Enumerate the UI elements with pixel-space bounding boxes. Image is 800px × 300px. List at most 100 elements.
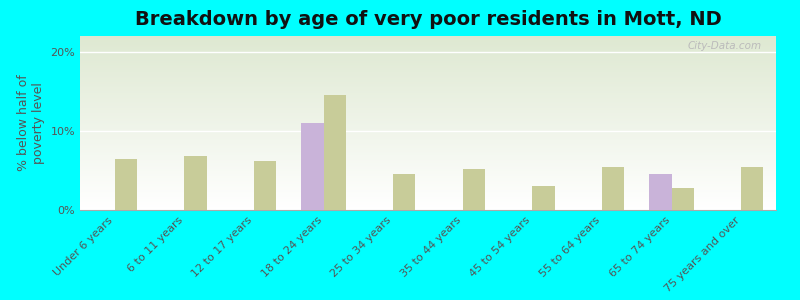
Bar [80,185,776,186]
Bar [80,191,776,192]
Bar [80,175,776,176]
Bar [80,126,776,127]
Bar [80,103,776,104]
Bar [80,204,776,205]
Bar [80,171,776,172]
Bar [80,162,776,163]
Title: Breakdown by age of very poor residents in Mott, ND: Breakdown by age of very poor residents … [134,10,722,29]
Bar [80,60,776,61]
Bar [80,181,776,182]
Bar [80,107,776,108]
Bar [80,130,776,131]
Bar [80,41,776,42]
Bar [80,178,776,179]
Bar [80,205,776,206]
Bar [80,37,776,38]
Bar [80,134,776,135]
Bar [80,99,776,100]
Bar [80,67,776,68]
Bar [80,208,776,209]
Bar [80,167,776,168]
Bar [394,174,415,210]
Bar [80,113,776,114]
Bar [602,167,624,210]
Bar [80,202,776,203]
Bar [80,201,776,202]
Bar [80,197,776,198]
Bar [80,168,776,169]
Bar [80,192,776,193]
Bar [80,143,776,144]
Bar [80,72,776,73]
Bar [80,129,776,130]
Bar [80,117,776,118]
Bar [80,108,776,109]
Bar [80,90,776,91]
Bar [80,193,776,194]
Bar [80,122,776,123]
Bar [80,163,776,164]
Bar [80,79,776,80]
Bar [80,45,776,46]
Bar [80,199,776,200]
Bar [80,137,776,138]
Bar [80,128,776,129]
Bar [80,48,776,49]
Bar [80,110,776,111]
Bar [80,146,776,147]
Bar [80,124,776,125]
Bar [80,100,776,101]
Bar [80,116,776,117]
Bar [742,167,763,210]
Bar [80,127,776,128]
Bar [80,138,776,139]
Bar [80,80,776,81]
Bar [80,54,776,55]
Bar [80,43,776,44]
Bar [80,106,776,107]
Bar [80,164,776,165]
Bar [80,190,776,191]
Bar [80,196,776,197]
Bar [80,131,776,132]
Bar [80,140,776,141]
Bar [80,152,776,153]
Bar [80,78,776,79]
Bar [80,92,776,93]
Bar [80,82,776,83]
Bar [80,42,776,43]
Bar [80,184,776,185]
Bar [463,169,485,210]
Bar [80,188,776,189]
Bar [80,141,776,142]
Bar [80,121,776,122]
Bar [80,198,776,199]
Bar [323,95,346,210]
Bar [80,148,776,149]
Bar [254,161,276,210]
Bar [80,145,776,146]
Bar [80,68,776,69]
Bar [80,111,776,112]
Bar [80,91,776,92]
Bar [80,76,776,77]
Bar [80,55,776,56]
Bar [80,186,776,187]
Bar [80,200,776,201]
Bar [80,203,776,204]
Bar [80,194,776,195]
Bar [80,58,776,59]
Bar [80,135,776,136]
Bar [80,95,776,96]
Bar [80,169,776,170]
Bar [80,85,776,86]
Bar [80,65,776,66]
Bar [80,183,776,184]
Bar [80,62,776,63]
Bar [80,53,776,54]
Bar [80,139,776,140]
Bar [80,165,776,166]
Bar [80,177,776,178]
Bar [80,100,776,101]
Bar [80,87,776,88]
